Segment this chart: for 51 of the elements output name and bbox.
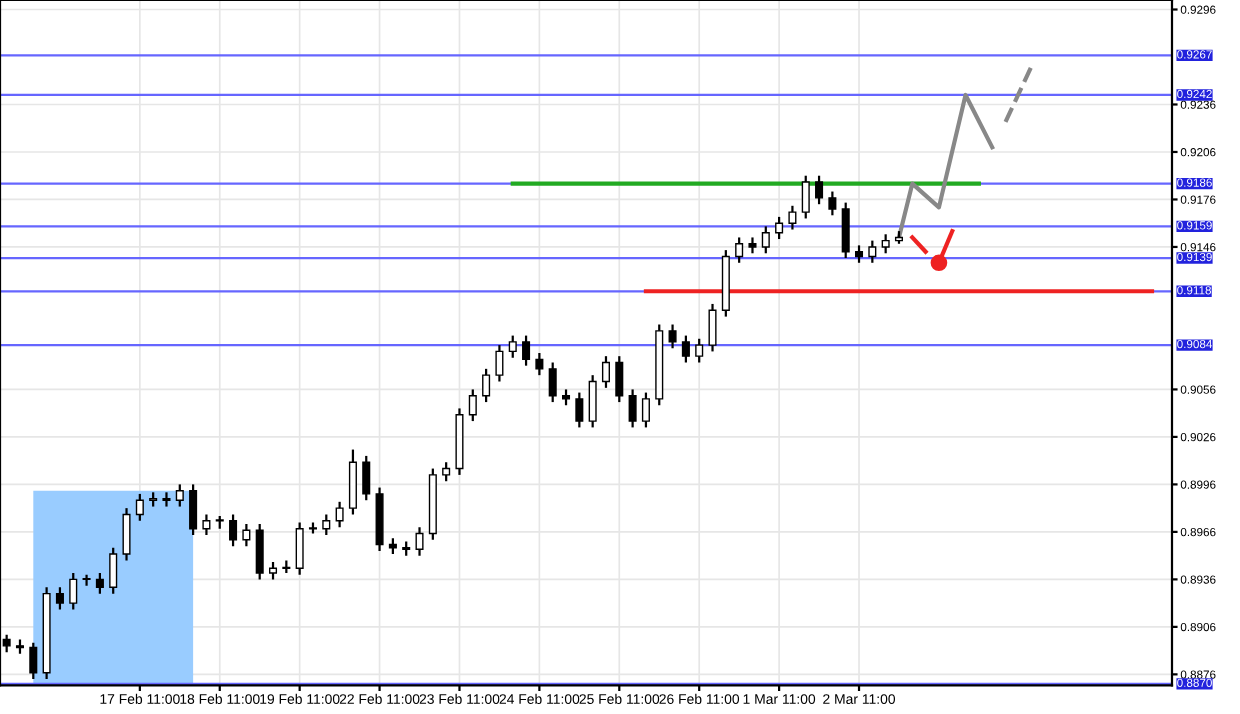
candlestick: [841, 201, 850, 260]
candlestick: [468, 388, 477, 423]
candlestick: [668, 323, 677, 350]
candlestick: [868, 239, 877, 264]
candlestick: [135, 492, 144, 522]
candlestick: [55, 586, 64, 611]
candlestick: [335, 500, 344, 529]
candlestick: [362, 454, 371, 502]
candlestick: [255, 522, 264, 581]
candlestick: [202, 513, 211, 537]
line-series: [896, 92, 995, 240]
candlestick: [775, 215, 784, 241]
candlestick: [442, 461, 451, 483]
candlestick: [575, 391, 584, 429]
candlestick: [641, 391, 650, 429]
candlestick: [601, 355, 611, 389]
candlestick: [748, 236, 757, 255]
candlestick: [175, 483, 184, 508]
candlestick: [735, 236, 744, 264]
candlestick: [95, 571, 104, 595]
candlestick: [801, 174, 810, 220]
candlestick: [109, 546, 118, 595]
candlestick: [508, 334, 517, 359]
candlestick: [82, 573, 91, 587]
candlestick: [815, 174, 824, 206]
candlestick: [708, 302, 717, 353]
candlestick: [242, 522, 251, 548]
candlestick: [828, 190, 837, 217]
candlestick: [29, 641, 38, 681]
candlestick: [69, 571, 78, 611]
candlestick: [535, 351, 544, 377]
candlestick: [588, 374, 597, 429]
candlestick: [229, 513, 238, 548]
candlestick: [615, 355, 624, 404]
candlestick: [122, 507, 131, 562]
candlestick: [162, 491, 171, 508]
candlestick: [495, 343, 504, 383]
candlestick: [415, 526, 424, 557]
candlestick: [295, 521, 304, 576]
candlestick: [788, 204, 797, 231]
candlestick: [761, 225, 770, 255]
candlestick: [348, 448, 357, 516]
candlestick: [681, 334, 690, 364]
candlestick: [322, 513, 331, 537]
candlestick: [482, 367, 491, 404]
candlestick: [548, 361, 557, 404]
candlestick: [881, 233, 890, 255]
candlestick: [628, 388, 637, 429]
candlestick: [189, 483, 198, 537]
candlestick: [695, 337, 704, 364]
candlestick: [522, 334, 531, 367]
